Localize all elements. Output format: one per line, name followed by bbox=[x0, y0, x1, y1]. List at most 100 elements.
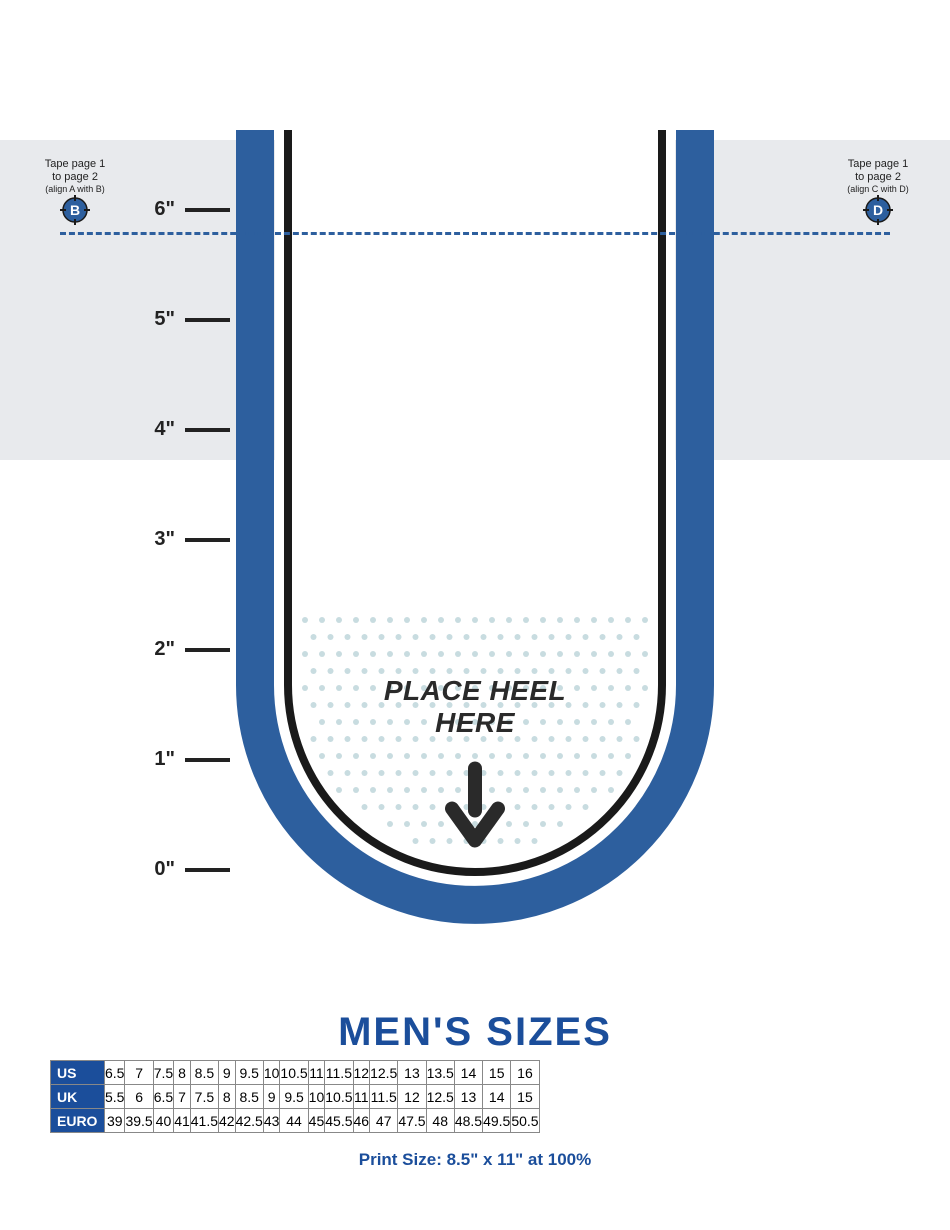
ruler-mark bbox=[185, 758, 230, 762]
row-header: US bbox=[51, 1061, 105, 1085]
size-cell: 9 bbox=[263, 1085, 280, 1109]
place-heel-label: PLACE HEEL HERE bbox=[325, 675, 625, 739]
ruler-mark bbox=[185, 538, 230, 542]
heel-line2: HERE bbox=[325, 707, 625, 739]
note-line: Tape page 1 bbox=[838, 158, 918, 171]
alignment-note-left: Tape page 1 to page 2 (align A with B) bbox=[35, 158, 115, 195]
ruler-label: 1" bbox=[135, 748, 175, 771]
size-cell: 12 bbox=[353, 1061, 370, 1085]
ruler-tick: 2" bbox=[135, 638, 230, 661]
size-cell: 6.5 bbox=[105, 1061, 125, 1085]
ruler-mark bbox=[185, 648, 230, 652]
ruler-label: 4" bbox=[135, 418, 175, 441]
size-cell: 16 bbox=[511, 1061, 539, 1085]
ruler-tick: 4" bbox=[135, 418, 230, 441]
alignment-marker-d-icon: D bbox=[863, 195, 893, 225]
size-cell: 11.5 bbox=[325, 1061, 353, 1085]
size-cell: 48.5 bbox=[454, 1109, 482, 1133]
size-cell: 12.5 bbox=[370, 1061, 398, 1085]
alignment-marker-b-icon: B bbox=[60, 195, 90, 225]
size-cell: 50.5 bbox=[511, 1109, 539, 1133]
size-cell: 11 bbox=[308, 1061, 325, 1085]
size-cell: 45 bbox=[308, 1109, 325, 1133]
size-cell: 43 bbox=[263, 1109, 280, 1133]
size-cell: 9.5 bbox=[280, 1085, 308, 1109]
svg-text:B: B bbox=[70, 202, 80, 218]
size-cell: 10.5 bbox=[325, 1085, 353, 1109]
size-cell: 15 bbox=[483, 1061, 511, 1085]
ruler-label: 2" bbox=[135, 638, 175, 661]
ruler-mark bbox=[185, 428, 230, 432]
size-cell: 47 bbox=[370, 1109, 398, 1133]
size-cell: 40 bbox=[153, 1109, 173, 1133]
size-cell: 7.5 bbox=[153, 1061, 173, 1085]
size-cell: 13 bbox=[398, 1061, 426, 1085]
ruler-label: 3" bbox=[135, 528, 175, 551]
table-row: UK5.566.577.588.599.51010.51111.51212.51… bbox=[51, 1085, 540, 1109]
dashed-alignment-line bbox=[60, 232, 890, 235]
size-cell: 12 bbox=[398, 1085, 426, 1109]
size-cell: 6.5 bbox=[153, 1085, 173, 1109]
ruler-tick: 5" bbox=[135, 308, 230, 331]
table-row: US6.577.588.599.51010.51111.51212.51313.… bbox=[51, 1061, 540, 1085]
ruler-tick: 6" bbox=[135, 198, 230, 221]
size-cell: 9.5 bbox=[235, 1061, 263, 1085]
print-size-note: Print Size: 8.5" x 11" at 100% bbox=[0, 1150, 950, 1170]
size-cell: 39.5 bbox=[125, 1109, 153, 1133]
ruler-mark bbox=[185, 318, 230, 322]
size-cell: 41.5 bbox=[190, 1109, 218, 1133]
size-cell: 8 bbox=[174, 1061, 191, 1085]
note-line: to page 2 bbox=[838, 171, 918, 184]
size-cell: 46 bbox=[353, 1109, 370, 1133]
size-cell: 49.5 bbox=[483, 1109, 511, 1133]
size-cell: 14 bbox=[454, 1061, 482, 1085]
size-cell: 42 bbox=[219, 1109, 236, 1133]
size-cell: 7 bbox=[125, 1061, 153, 1085]
size-cell: 8.5 bbox=[190, 1061, 218, 1085]
size-cell: 14 bbox=[483, 1085, 511, 1109]
size-cell: 6 bbox=[125, 1085, 153, 1109]
size-cell: 8.5 bbox=[235, 1085, 263, 1109]
size-cell: 7 bbox=[174, 1085, 191, 1109]
down-arrow-icon bbox=[440, 760, 510, 851]
size-cell: 48 bbox=[426, 1109, 454, 1133]
ruler-mark bbox=[185, 868, 230, 872]
size-cell: 41 bbox=[174, 1109, 191, 1133]
size-cell: 10 bbox=[308, 1085, 325, 1109]
heel-line1: PLACE HEEL bbox=[325, 675, 625, 707]
svg-text:D: D bbox=[873, 202, 883, 218]
ruler-mark bbox=[185, 208, 230, 212]
table-row: EURO3939.5404141.54242.543444545.5464747… bbox=[51, 1109, 540, 1133]
size-cell: 47.5 bbox=[398, 1109, 426, 1133]
section-title: MEN'S SIZES bbox=[0, 1010, 950, 1055]
ruler-tick: 0" bbox=[135, 858, 230, 881]
note-line: (align A with B) bbox=[35, 184, 115, 195]
size-conversion-table: US6.577.588.599.51010.51111.51212.51313.… bbox=[50, 1060, 540, 1133]
size-cell: 11.5 bbox=[370, 1085, 398, 1109]
size-cell: 39 bbox=[105, 1109, 125, 1133]
ruler-label: 0" bbox=[135, 858, 175, 881]
size-cell: 11 bbox=[353, 1085, 370, 1109]
ruler-label: 6" bbox=[135, 198, 175, 221]
size-cell: 13.5 bbox=[426, 1061, 454, 1085]
alignment-note-right: Tape page 1 to page 2 (align C with D) bbox=[838, 158, 918, 195]
size-cell: 8 bbox=[219, 1085, 236, 1109]
ruler-label: 5" bbox=[135, 308, 175, 331]
size-cell: 42.5 bbox=[235, 1109, 263, 1133]
size-cell: 15 bbox=[511, 1085, 539, 1109]
note-line: (align C with D) bbox=[838, 184, 918, 195]
note-line: to page 2 bbox=[35, 171, 115, 184]
ruler-tick: 3" bbox=[135, 528, 230, 551]
size-cell: 12.5 bbox=[426, 1085, 454, 1109]
row-header: EURO bbox=[51, 1109, 105, 1133]
size-cell: 10.5 bbox=[280, 1061, 308, 1085]
size-cell: 13 bbox=[454, 1085, 482, 1109]
size-cell: 5.5 bbox=[105, 1085, 125, 1109]
size-cell: 7.5 bbox=[190, 1085, 218, 1109]
ruler-tick: 1" bbox=[135, 748, 230, 771]
row-header: UK bbox=[51, 1085, 105, 1109]
note-line: Tape page 1 bbox=[35, 158, 115, 171]
size-cell: 10 bbox=[263, 1061, 280, 1085]
size-cell: 45.5 bbox=[325, 1109, 353, 1133]
size-cell: 9 bbox=[219, 1061, 236, 1085]
